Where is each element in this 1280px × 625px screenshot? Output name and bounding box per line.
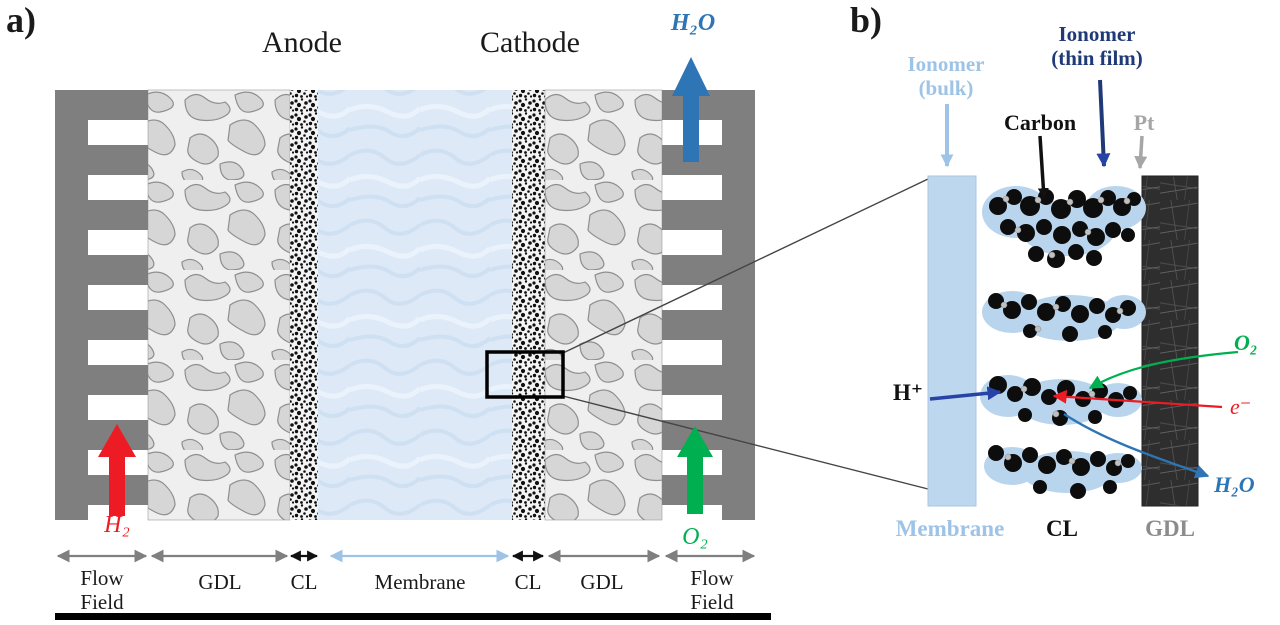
dim-gdl-right-label: GDL	[580, 570, 624, 594]
membrane-layer	[318, 90, 512, 520]
zoom-connector-lines	[562, 178, 929, 490]
h2o-out-arrow	[672, 57, 710, 162]
dim-flow-field-left-label: Flow Field	[80, 566, 124, 615]
dim-membrane-label: Membrane	[374, 570, 466, 594]
ionomer-thin-film-label: Ionomer (thin film)	[1051, 22, 1143, 71]
annotation-arrows	[940, 79, 1148, 200]
cl-cathode-layer	[512, 90, 545, 520]
water-label-b: H₂O	[1214, 472, 1255, 497]
h2-in-arrow	[98, 424, 136, 516]
panel-a-tag: a)	[6, 0, 36, 40]
figure-baseline	[55, 613, 771, 620]
oxygen-label-b: O₂	[1234, 330, 1258, 355]
h2-in-label: H₂	[104, 512, 130, 538]
ionomer-bulk-label: Ionomer (bulk)	[907, 52, 985, 101]
gdl-label-b: GDL	[1145, 516, 1195, 541]
gdl-cathode-layer	[544, 89, 663, 521]
anode-title: Anode	[262, 26, 342, 59]
dim-flow-field-right-label: Flow Field	[690, 566, 734, 615]
h2o-out-label: H₂O	[670, 10, 716, 36]
membrane-label-b: Membrane	[895, 516, 1005, 541]
cathode-title: Cathode	[480, 26, 580, 59]
cl-label-b: CL	[1046, 516, 1078, 541]
membrane-block-b	[927, 175, 977, 507]
proton-label: H⁺	[893, 380, 924, 405]
dim-cl-left-label: CL	[290, 570, 318, 594]
zoom-box	[485, 350, 565, 399]
dim-cl-right-label: CL	[514, 570, 542, 594]
carbon-label: Carbon	[1003, 110, 1077, 135]
gdl-block-b	[1141, 175, 1199, 507]
o2-in-label: O₂	[682, 524, 708, 550]
o2-in-arrow	[677, 426, 713, 514]
cl-anode-layer	[290, 90, 318, 520]
reaction-arrows	[929, 350, 1239, 479]
pt-label: Pt	[1133, 110, 1155, 135]
gdl-anode-layer	[147, 89, 291, 521]
flow-field-right	[662, 90, 755, 520]
panel-b-tag: b)	[850, 0, 883, 40]
pt-particles	[1000, 195, 1131, 467]
dim-gdl-left-label: GDL	[198, 570, 242, 594]
electron-label: e⁻	[1230, 394, 1252, 419]
